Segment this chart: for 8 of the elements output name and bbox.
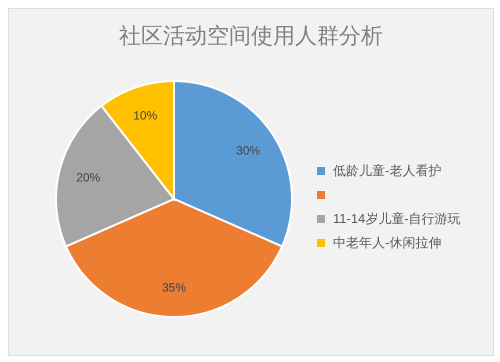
data-label: 35% <box>162 280 186 294</box>
legend-label: 11-14岁儿童-自行游玩 <box>333 210 461 228</box>
chart-title: 社区活动空间使用人群分析 <box>118 22 384 50</box>
data-label: 20% <box>76 170 101 184</box>
legend-label: 低龄儿童-老人看护 <box>333 162 442 180</box>
data-label: 30% <box>236 144 260 158</box>
data-label: 10% <box>133 108 158 122</box>
legend-label: 中老年人-休闲拉伸 <box>333 234 442 252</box>
